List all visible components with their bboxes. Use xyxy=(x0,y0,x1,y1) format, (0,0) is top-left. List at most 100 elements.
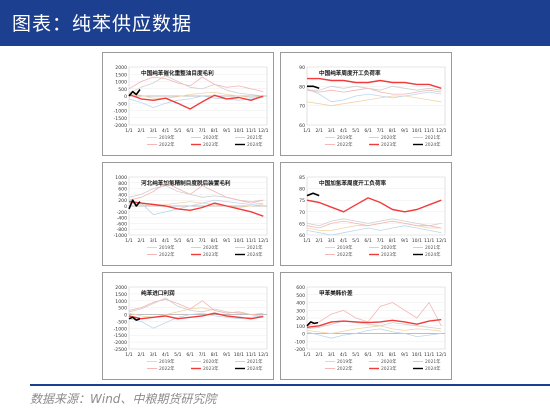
series-line-2022 xyxy=(128,76,264,92)
y-tick-label: 1500 xyxy=(115,72,127,78)
x-tick-label: 4/1 xyxy=(162,352,169,358)
x-tick-label: 2/1 xyxy=(316,238,323,244)
legend-label: 2021年 xyxy=(425,358,441,365)
x-tick-label: 8/1 xyxy=(211,128,218,134)
x-tick-label: 3/1 xyxy=(150,352,157,358)
chart-title: 纯苯进口利润 xyxy=(141,289,175,297)
y-tick-label: 100 xyxy=(296,324,305,330)
y-tick-label: 1000 xyxy=(115,175,127,181)
x-tick-label: 3/1 xyxy=(328,238,335,244)
series-line-2020 xyxy=(128,199,264,216)
x-tick-label: 3/1 xyxy=(328,352,335,358)
x-tick-label: 7/1 xyxy=(199,128,206,134)
x-tick-label: 12/1 xyxy=(258,352,268,358)
legend-label: 2019年 xyxy=(337,244,353,251)
x-tick-label: 10/1 xyxy=(412,128,422,134)
y-tick-label: -1000 xyxy=(114,233,127,239)
x-tick-label: 2/1 xyxy=(138,352,145,358)
y-tick-label: 60 xyxy=(299,123,305,129)
y-tick-label: 0 xyxy=(124,94,127,100)
x-tick-label: 10/1 xyxy=(412,352,422,358)
series-line-2021 xyxy=(307,85,442,91)
chart-title: 中国纯苯周度开工负荷率 xyxy=(319,69,381,77)
y-tick-label: 500 xyxy=(118,87,127,93)
x-tick-label: 10/1 xyxy=(234,128,244,134)
chart-svg: 85 80 75 70 65 601/1 2/1 3/1 4/1 5/1 6/1 7/1 8/1 9/1 1… xyxy=(299,175,446,258)
legend-label: 2019年 xyxy=(337,134,353,141)
x-tick-label: 8/1 xyxy=(389,238,396,244)
x-tick-label: 4/1 xyxy=(162,238,169,244)
x-tick-label: 11/1 xyxy=(246,352,256,358)
series-line-2021 xyxy=(128,75,264,97)
y-tick-label: 60 xyxy=(299,233,305,239)
y-tick-label: -500 xyxy=(117,319,128,325)
chart-panel-import-profit: 2000 1500 1000 500 0 -500 -1000 -1500 -2000 -2500… xyxy=(102,272,274,380)
y-tick-label: 70 xyxy=(299,210,305,216)
series-line-2022 xyxy=(128,298,264,315)
x-tick-label: 8/1 xyxy=(211,238,218,244)
legend-label: 2024年 xyxy=(425,365,441,372)
legend-label: 2020年 xyxy=(381,358,397,365)
legend-label: 2022年 xyxy=(159,141,175,148)
series-line-2023 xyxy=(128,312,264,320)
y-tick-label: 800 xyxy=(118,181,127,187)
series-line-2019 xyxy=(128,92,264,99)
y-tick-label: 400 xyxy=(118,192,127,198)
x-tick-label: 9/1 xyxy=(401,238,408,244)
legend-label: 2019年 xyxy=(337,358,353,365)
y-tick-label: 2000 xyxy=(115,65,127,71)
x-tick-label: 4/1 xyxy=(340,352,347,358)
x-tick-label: 7/1 xyxy=(199,238,206,244)
x-tick-label: 11/1 xyxy=(424,238,434,244)
y-tick-label: -2500 xyxy=(114,347,127,353)
x-tick-label: 5/1 xyxy=(352,128,359,134)
legend-label: 2024年 xyxy=(247,141,263,148)
x-tick-label: 6/1 xyxy=(364,352,371,358)
legend-label: 2020年 xyxy=(381,134,397,141)
legend-label: 2021年 xyxy=(247,134,263,141)
legend-label: 2020年 xyxy=(203,358,219,365)
x-tick-label: 1/1 xyxy=(303,128,310,134)
y-tick-label: -1500 xyxy=(114,333,127,339)
series-line-2024 xyxy=(128,89,141,97)
x-tick-label: 5/1 xyxy=(174,352,181,358)
x-tick-label: 5/1 xyxy=(174,128,181,134)
x-tick-label: 4/1 xyxy=(340,238,347,244)
x-tick-label: 12/1 xyxy=(436,238,446,244)
y-tick-label: 1500 xyxy=(115,292,127,298)
series-line-2023 xyxy=(306,197,442,213)
legend-label: 2024年 xyxy=(247,251,263,258)
y-tick-label: -100 xyxy=(295,339,306,345)
series-line-2024 xyxy=(128,199,141,210)
y-tick-label: 0 xyxy=(124,204,127,210)
x-tick-label: 11/1 xyxy=(246,128,256,134)
legend-label: 2021年 xyxy=(425,244,441,251)
x-tick-label: 8/1 xyxy=(389,128,396,134)
x-tick-label: 12/1 xyxy=(258,128,268,134)
y-tick-label: 65 xyxy=(299,221,305,227)
x-tick-label: 1/1 xyxy=(125,128,132,134)
x-tick-label: 3/1 xyxy=(328,128,335,134)
legend-label: 2023年 xyxy=(203,141,219,148)
legend-label: 2021年 xyxy=(247,244,263,251)
series-line-2024 xyxy=(306,192,320,197)
x-tick-label: 10/1 xyxy=(412,238,422,244)
series-line-2022 xyxy=(306,302,442,327)
header-bar: 图表：纯苯供应数据 xyxy=(0,0,550,46)
series-line-2022 xyxy=(306,87,442,95)
legend-label: 2019年 xyxy=(159,358,175,365)
y-tick-label: -200 xyxy=(117,210,128,216)
y-tick-label: -500 xyxy=(117,101,128,107)
x-tick-label: 3/1 xyxy=(150,128,157,134)
x-tick-label: 7/1 xyxy=(199,352,206,358)
x-tick-label: 7/1 xyxy=(377,238,384,244)
x-tick-label: 11/1 xyxy=(424,128,434,134)
x-tick-label: 6/1 xyxy=(364,238,371,244)
x-tick-label: 12/1 xyxy=(258,238,268,244)
x-tick-label: 9/1 xyxy=(223,352,230,358)
series-line-2020 xyxy=(128,312,264,329)
y-tick-label: 200 xyxy=(118,198,127,204)
y-tick-label: -600 xyxy=(117,221,128,227)
y-tick-label: 600 xyxy=(118,187,127,193)
